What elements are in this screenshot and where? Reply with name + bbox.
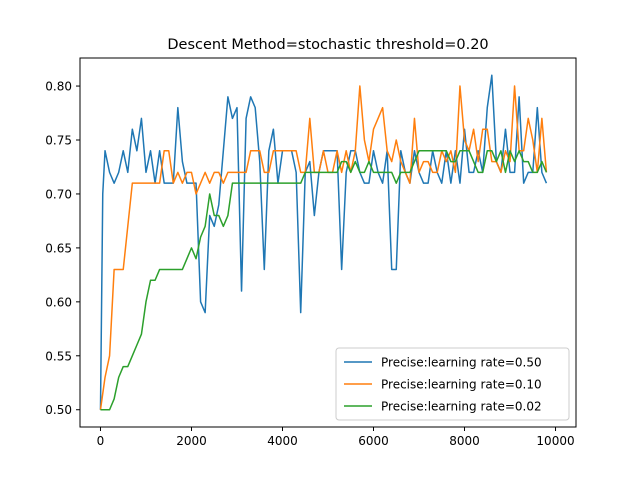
x-axis: 0 2000 4000 6000 8000 10000 [97, 427, 575, 448]
legend: Precise:learning rate=0.50 Precise:learni… [335, 347, 570, 421]
series-layer [99, 74, 548, 411]
x-tick-label: 10000 [536, 434, 574, 448]
plot-area-frame [79, 57, 577, 428]
y-tick-label: 0.80 [45, 80, 72, 94]
series-line-1 [99, 85, 548, 410]
legend-label-1: Precise:learning rate=0.10 [381, 378, 542, 392]
y-tick-label: 0.50 [45, 403, 72, 417]
y-axis: 0.50 0.55 0.60 0.65 0.70 0.75 0.80 [45, 80, 80, 417]
y-tick-label: 0.55 [45, 349, 72, 363]
y-tick-label: 0.60 [45, 295, 72, 309]
x-tick-label: 8000 [449, 434, 480, 448]
y-tick-label: 0.65 [45, 241, 72, 255]
y-tick-label: 0.75 [45, 134, 72, 148]
x-tick-label: 0 [97, 434, 105, 448]
legend-box [335, 347, 570, 421]
chart-title: Descent Method=stochastic threshold=0.20 [167, 37, 488, 53]
x-tick-label: 6000 [358, 434, 389, 448]
legend-label-0: Precise:learning rate=0.50 [381, 356, 542, 370]
x-tick-label: 2000 [176, 434, 207, 448]
y-tick-label: 0.70 [45, 187, 72, 201]
legend-label-2: Precise:learning rate=0.02 [381, 400, 542, 414]
series-line-2 [100, 150, 548, 411]
x-tick-label: 4000 [267, 434, 298, 448]
